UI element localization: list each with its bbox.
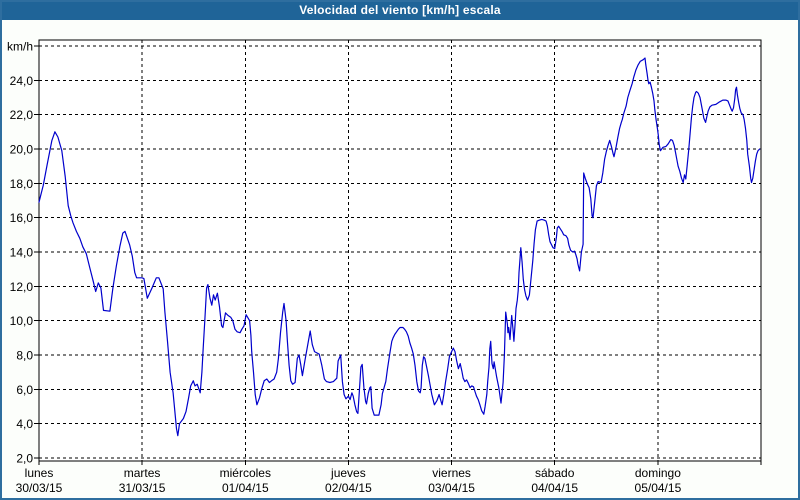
day-name-label: domingo (635, 466, 681, 480)
day-name-label: miércoles (220, 466, 271, 480)
day-date-label: 31/03/15 (119, 481, 166, 495)
y-tick-label: 10,0 (10, 314, 34, 328)
day-name-label: viernes (432, 466, 471, 480)
y-tick-label: 22,0 (10, 108, 34, 122)
y-tick-label: 18,0 (10, 177, 34, 191)
plot-area (38, 39, 762, 462)
horizontal-gridlines (34, 45, 761, 459)
window-title: Velocidad del viento [km/h] escala (299, 3, 501, 17)
y-tick-label: 24,0 (10, 74, 34, 88)
y-tick-label: 20,0 (10, 143, 34, 157)
vertical-gridlines (38, 40, 762, 465)
day-date-label: 30/03/15 (16, 481, 63, 495)
day-date-label: 02/04/15 (325, 481, 372, 495)
title-bar: Velocidad del viento [km/h] escala (0, 0, 800, 20)
y-axis-unit-label: km/h (7, 40, 33, 54)
y-tick-label: 8,0 (16, 349, 33, 363)
day-date-label: 04/04/15 (531, 481, 578, 495)
day-name-label: jueves (330, 466, 366, 480)
day-date-label: 05/04/15 (635, 481, 682, 495)
y-tick-label: 12,0 (10, 280, 34, 294)
day-date-label: 03/04/15 (428, 481, 475, 495)
wind-speed-line (38, 57, 761, 437)
y-axis-labels: 2,0 4,0 6,0 8,0 10,0 12,0 14,0 16,0 18,0 20,0 22,0… (7, 40, 33, 466)
day-name-label: lunes (25, 466, 54, 480)
y-tick-label: 4,0 (16, 417, 33, 431)
y-tick-label: 16,0 (10, 211, 34, 225)
y-tick-label: 6,0 (16, 383, 33, 397)
day-date-label: 01/04/15 (222, 481, 269, 495)
y-tick-label: 14,0 (10, 246, 34, 260)
day-name-label: sábado (535, 466, 575, 480)
day-name-label: martes (124, 466, 161, 480)
y-tick-label: 2,0 (16, 452, 33, 466)
